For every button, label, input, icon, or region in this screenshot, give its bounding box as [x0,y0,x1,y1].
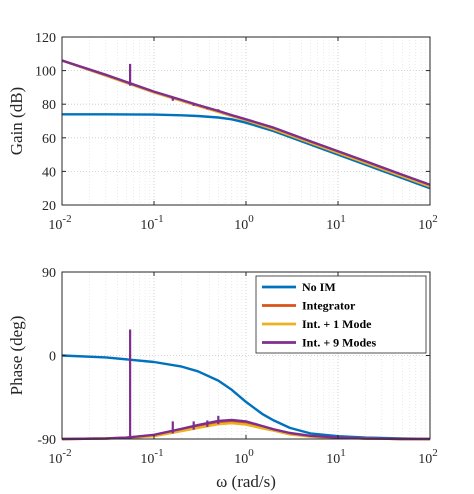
legend-box [255,275,427,354]
x-tick-label: 101 [326,213,346,233]
legend-label: Int. + 1 Mode [302,317,372,331]
gain-ylabel: Gain (dB) [7,87,26,155]
x-tick-label: 10-1 [140,447,163,467]
y-tick-label: 0 [49,350,56,365]
x-tick-label: 100 [234,213,254,233]
phase-xlabel: ω (rad/s) [216,472,276,491]
series-line [61,418,430,441]
y-tick-label: 40 [42,165,56,180]
legend: No IM Integrator Int. + 1 Mode Int. + 9 Mod… [255,275,427,354]
y-tick-label: 120 [35,31,56,46]
gain-plot: 10-2 10-1 100 101 102 20 40 60 80 100 120 Gain (dB… [7,31,438,233]
legend-label: Int. + 9 Modes [302,336,377,350]
phase-plot: 10-2 10-1 100 101 102 -90 0 90 Phase (deg) ω (r… [7,266,438,491]
x-tick-label: 10-2 [48,447,71,467]
legend-label: No IM [302,280,336,294]
legend-label: Integrator [302,299,356,313]
y-tick-label: 20 [42,199,56,214]
x-tick-label: 10-2 [48,213,71,233]
y-tick-label: 80 [42,98,56,113]
x-tick-label: 100 [234,447,254,467]
series-line [61,59,431,186]
y-tick-label: -90 [37,433,56,448]
x-tick-label: 102 [418,213,438,233]
x-tick-label: 10-1 [140,213,163,233]
y-tick-label: 90 [42,266,56,281]
y-tick-label: 100 [35,65,56,80]
x-tick-label: 102 [418,447,438,467]
y-tick-label: 60 [42,132,56,147]
phase-ylabel: Phase (deg) [7,316,26,396]
x-tick-label: 101 [326,447,346,467]
series-line [62,113,431,190]
